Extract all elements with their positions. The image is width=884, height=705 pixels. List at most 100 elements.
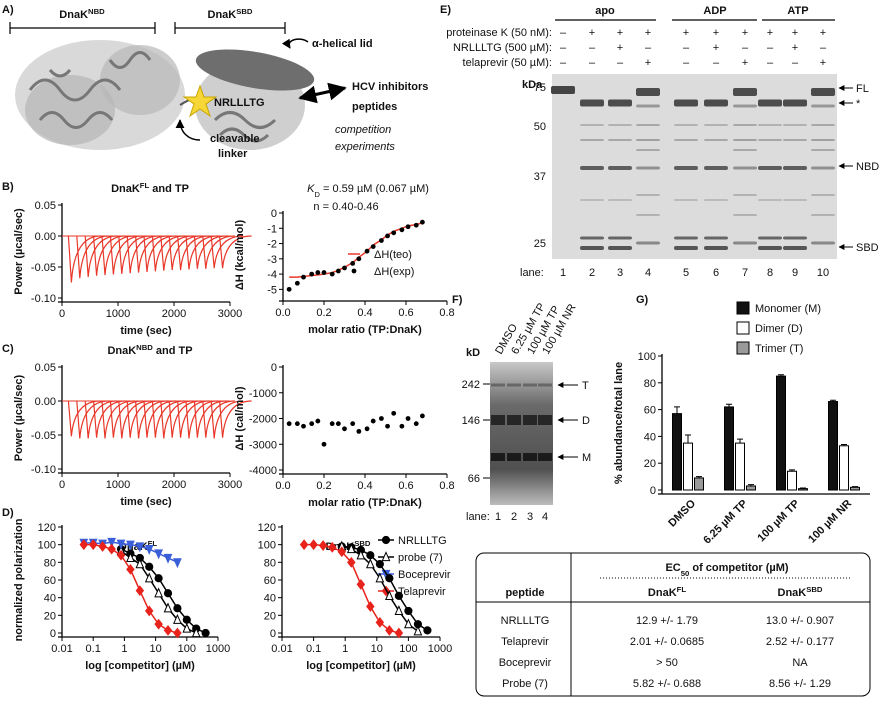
lane-number: 7 — [742, 267, 748, 279]
condition-mark: + — [792, 27, 798, 39]
gel-band — [758, 124, 782, 126]
table-cell: Probe (7) — [502, 678, 548, 690]
panel-label: F) — [452, 294, 463, 306]
gel-band — [608, 246, 632, 250]
condition-label: proteinase K (50 nM): — [446, 27, 552, 39]
text-run: EC — [665, 562, 680, 574]
injection-peak — [202, 400, 235, 438]
condition-mark: – — [767, 42, 774, 54]
condition-mark: – — [767, 57, 774, 69]
legend-label: ΔH(exp) — [374, 266, 414, 278]
lane-number: 3 — [617, 267, 623, 279]
gel-band — [523, 415, 537, 425]
point — [350, 421, 356, 427]
table-cell: > 50 — [656, 657, 678, 669]
condition-mark: – — [560, 42, 567, 54]
gel-band — [674, 99, 698, 107]
y-tick-label: 100 — [638, 351, 656, 363]
gel-band — [733, 166, 757, 170]
injection-peak — [219, 400, 252, 438]
x-tick-label: 1000 — [428, 643, 452, 655]
point — [126, 563, 135, 575]
injection-peak — [160, 235, 193, 271]
protein-structure — [9, 22, 347, 150]
domain-label: DnaKSBD — [208, 7, 253, 22]
x-tick-label: 100 µM TP — [755, 498, 802, 545]
table-title: EC50 of competitor (µM) — [665, 562, 788, 578]
gel-band — [783, 99, 807, 107]
condition-mark: – — [560, 27, 567, 39]
gel-band — [811, 194, 835, 196]
panel-label: A) — [2, 4, 14, 16]
legend-label: Dimer (D) — [755, 323, 803, 335]
point — [356, 256, 362, 262]
gel-band — [491, 453, 505, 461]
injection-peak — [219, 235, 252, 269]
gel-band — [758, 246, 782, 250]
axis-line — [58, 365, 230, 474]
point — [173, 627, 182, 639]
table-cell: 2.01 +/- 0.0685 — [630, 636, 704, 648]
gel-band — [523, 383, 537, 387]
x-tick-label: 1 — [121, 643, 127, 655]
x-tick-label: 0.4 — [357, 307, 372, 319]
point — [394, 591, 403, 601]
injection-peak — [101, 400, 135, 439]
condition-mark: + — [820, 57, 826, 69]
table-cell: 13.0 +/- 0.907 — [766, 615, 834, 627]
lane-number: 3 — [527, 511, 533, 523]
injection-peak — [126, 400, 160, 438]
y-tick-label: -4000 — [249, 465, 277, 477]
bar — [839, 445, 849, 491]
injection-peak — [193, 400, 227, 438]
gel-band — [636, 166, 660, 170]
text-run: and TP — [153, 345, 193, 357]
chart-title: DnaKNBD and TP — [107, 343, 192, 358]
point — [88, 539, 98, 551]
gel-band — [811, 241, 835, 245]
y-tick-label: 60 — [644, 405, 656, 417]
legend-label: Boceprevir — [398, 569, 451, 581]
axis-line — [58, 203, 230, 303]
text-run: FL — [677, 585, 687, 594]
gel-band — [507, 415, 521, 425]
table-cell: 2.52 +/- 0.177 — [766, 636, 834, 648]
axis-line — [58, 525, 218, 638]
gel-band — [636, 104, 660, 108]
point — [413, 421, 419, 427]
domain-label: DnaKNBD — [59, 7, 105, 22]
table-cell: 12.9 +/- 1.79 — [636, 615, 698, 627]
lane-label: lane: — [520, 267, 544, 279]
x-tick-label: 0.1 — [306, 643, 321, 655]
point — [347, 556, 356, 568]
lane-label: lane: — [466, 511, 490, 523]
y-tick-label: 0 — [271, 362, 277, 374]
gel-band — [608, 124, 632, 126]
bar — [850, 486, 860, 491]
point — [144, 605, 154, 617]
lane-number: 6 — [713, 267, 719, 279]
point — [173, 604, 182, 613]
gel — [490, 362, 553, 505]
x-axis-label: time (sec) — [120, 325, 172, 337]
injection-peak — [193, 235, 227, 269]
band-label: M — [582, 452, 591, 464]
point — [116, 549, 126, 561]
point — [144, 544, 154, 555]
injection-peak — [67, 235, 101, 283]
condition-mark: – — [589, 57, 596, 69]
table-cell: 5.82 +/- 0.688 — [633, 678, 701, 690]
point — [163, 553, 173, 564]
marker-label: 146 — [462, 415, 480, 427]
gel-band — [608, 236, 632, 240]
condition-mark: + — [713, 42, 719, 54]
x-tick-label: 3000 — [218, 308, 242, 320]
lane-number: 1 — [495, 511, 501, 523]
point — [154, 574, 163, 583]
x-tick-label: 0.8 — [439, 307, 454, 319]
y-tick-label: 60 — [44, 575, 56, 587]
y-tick-label: -0.10 — [31, 464, 56, 476]
point — [356, 579, 366, 590]
annotation: n = 0.40-0.46 — [313, 201, 378, 213]
annotation: KD = 0.59 µM (0.067 µM) — [307, 183, 429, 199]
